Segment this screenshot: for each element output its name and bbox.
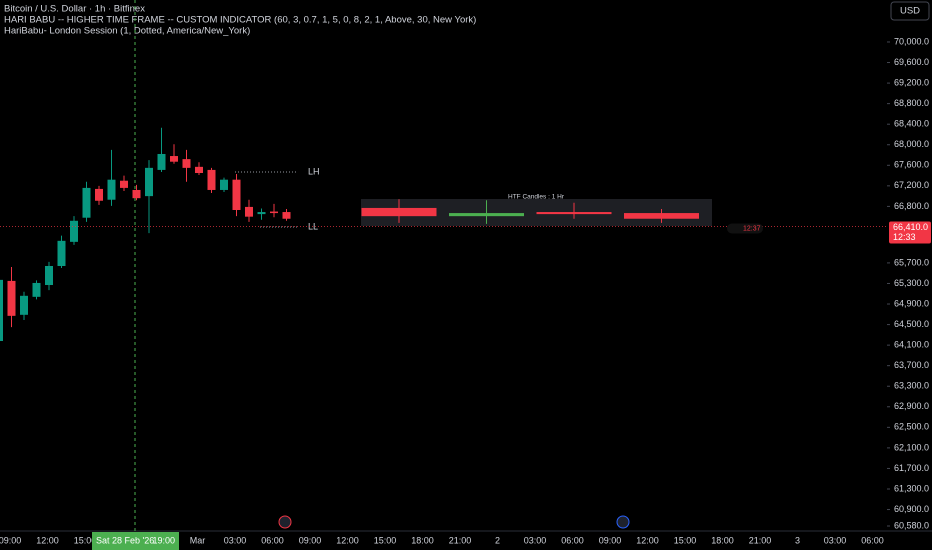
candle-body — [361, 207, 437, 217]
event-icon[interactable] — [616, 515, 630, 529]
x-tick-label: 03:00 — [524, 535, 547, 545]
y-tick-label: 63,300.0 — [894, 381, 929, 391]
candle-body — [536, 212, 612, 215]
candle-body — [82, 187, 91, 218]
x-tick-label: 09:00 — [0, 535, 21, 545]
y-tick-label: 62,900.0 — [894, 401, 929, 411]
candle-body — [20, 295, 28, 315]
candle-body — [624, 213, 699, 219]
price-label: 66,410.0 — [893, 222, 928, 232]
x-tick-label: 21:00 — [449, 535, 472, 545]
candle-body — [95, 188, 103, 201]
y-tick-label: 64,500.0 — [894, 319, 929, 329]
x-tick-label: Mar — [190, 535, 206, 545]
y-tick-label: 65,700.0 — [894, 257, 929, 267]
candle-body — [32, 282, 41, 297]
price-tag — [889, 221, 931, 244]
y-tick-label: 70,000.0 — [894, 36, 929, 46]
y-tick-label: 60,580.0 — [894, 520, 929, 530]
x-tick-label: 15:00 — [74, 535, 97, 545]
y-tick-label: 68,800.0 — [894, 98, 929, 108]
indicator-label: HARI BABU -- HIGHER TIME FRAME -- CUSTOM… — [4, 15, 476, 26]
x-tick-label: 12:00 — [636, 535, 659, 545]
x-tick-label: 18:00 — [411, 535, 434, 545]
candle-body — [207, 169, 216, 190]
x-tick-label: 06:00 — [561, 535, 584, 545]
candle-body — [270, 211, 278, 214]
x-tick-label: 06:00 — [861, 535, 884, 545]
candle-body — [132, 189, 141, 199]
x-tick-label: 03:00 — [224, 535, 247, 545]
x-tick-label: 09:00 — [599, 535, 622, 545]
y-tick-label: 62,100.0 — [894, 442, 929, 452]
x-tick-label: 3 — [795, 535, 800, 545]
event-icon[interactable] — [278, 515, 292, 529]
y-tick-label: 64,100.0 — [894, 340, 929, 350]
y-tick-label: 67,600.0 — [894, 160, 929, 170]
candle-body — [220, 179, 228, 190]
y-tick-label: 61,700.0 — [894, 463, 929, 473]
y-tick-label: 60,900.0 — [894, 504, 929, 514]
candle-body — [245, 206, 253, 217]
candle-body — [145, 167, 153, 197]
y-tick-label: 68,400.0 — [894, 119, 929, 129]
candle-body — [157, 153, 166, 170]
x-tick-label: 15:00 — [674, 535, 697, 545]
y-tick-label: 63,700.0 — [894, 360, 929, 370]
level-label: LH — [308, 166, 320, 176]
y-tick-label: 64,900.0 — [894, 298, 929, 308]
candle-body — [182, 159, 191, 168]
htf-title: HTF Candles : 1 Hr — [508, 194, 565, 201]
y-tick-label: 67,200.0 — [894, 180, 929, 190]
x-tick-label: 2 — [495, 535, 500, 545]
candle-body — [195, 166, 203, 174]
y-tick-label: 66,800.0 — [894, 201, 929, 211]
x-tick-label: 15:00 — [374, 535, 397, 545]
y-tick-label: 62,500.0 — [894, 422, 929, 432]
candle-body — [257, 212, 266, 215]
x-tick-label: 12:00 — [36, 535, 59, 545]
price-countdown: 12:33 — [893, 232, 916, 242]
timer-label: 12:37 — [743, 225, 761, 232]
x-tick-label: 03:00 — [824, 535, 847, 545]
crosshair-time: 19:00 — [152, 535, 175, 545]
x-tick-label: 21:00 — [749, 535, 772, 545]
y-tick-label: 69,200.0 — [894, 77, 929, 87]
candle-body — [120, 180, 128, 188]
x-tick-label: 12:00 — [336, 535, 359, 545]
currency-button[interactable] — [890, 1, 930, 21]
currency-label[interactable]: USD — [900, 6, 920, 17]
symbol-title: Bitcoin / U.S. Dollar · 1h · Bitfinex — [4, 4, 145, 15]
candle-body — [0, 279, 3, 342]
candle-body — [449, 213, 524, 217]
y-tick-label: 65,300.0 — [894, 278, 929, 288]
candle-body — [170, 156, 178, 162]
candle-body — [107, 179, 116, 200]
candle-body — [282, 212, 291, 219]
level-label: LL — [308, 221, 318, 231]
crosshair-label-bg — [92, 532, 179, 550]
y-tick-label: 68,000.0 — [894, 139, 929, 149]
y-tick-label: 61,300.0 — [894, 483, 929, 493]
x-tick-label: 18:00 — [711, 535, 734, 545]
x-tick-label: 09:00 — [299, 535, 322, 545]
candle-body — [57, 240, 66, 267]
candle-body — [7, 280, 16, 316]
indicator-label: HariBabu- London Session (1, Dotted, Ame… — [4, 26, 250, 37]
timer-bg — [727, 223, 763, 234]
candle-body — [232, 179, 241, 210]
x-tick-label: 06:00 — [261, 535, 284, 545]
crosshair-date: Sat 28 Feb '26 — [96, 535, 154, 545]
candle-body — [70, 220, 78, 242]
candle-body — [45, 266, 53, 286]
y-tick-label: 69,600.0 — [894, 57, 929, 67]
